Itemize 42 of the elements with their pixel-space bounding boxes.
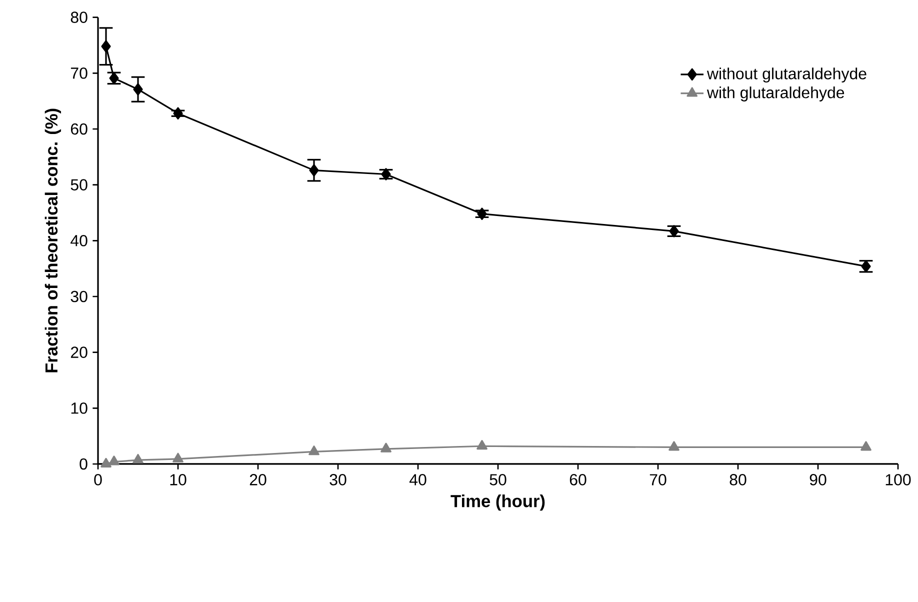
- point: [669, 225, 679, 238]
- point: [132, 454, 144, 464]
- legend-label: without glutaraldehyde: [706, 68, 866, 83]
- y-tick-label: 60: [70, 123, 88, 135]
- point: [100, 458, 112, 468]
- point: [476, 440, 488, 450]
- x-tick-label: 0: [94, 474, 102, 486]
- x-tick-label: 60: [570, 474, 586, 486]
- y-tick-label: 0: [80, 458, 88, 470]
- point: [860, 441, 872, 451]
- point: [108, 456, 120, 466]
- point: [308, 446, 320, 456]
- point: [668, 441, 680, 451]
- point: [109, 72, 119, 84]
- x-tick-label: 100: [886, 474, 911, 486]
- point: [477, 208, 487, 220]
- point: [133, 83, 143, 96]
- y-tick-label: 50: [70, 179, 88, 190]
- x-tick-label: 80: [730, 474, 746, 486]
- point: [172, 452, 184, 462]
- y-tick-label: 30: [70, 290, 88, 302]
- x-tick-label: 10: [170, 474, 186, 486]
- point: [101, 40, 111, 52]
- point: [173, 107, 183, 120]
- x-tick-label: 90: [810, 474, 826, 486]
- x-tick-label: 50: [490, 474, 506, 486]
- y-tick-label: 70: [70, 68, 88, 79]
- x-tick-label: 70: [650, 474, 666, 486]
- point: [381, 168, 391, 180]
- x-tick-label: 30: [330, 474, 346, 486]
- y-tick-label: 10: [71, 402, 88, 414]
- x-tick-label: 20: [250, 474, 266, 486]
- point: [380, 442, 392, 452]
- y-tick-label: 40: [70, 234, 88, 246]
- point: [861, 260, 871, 272]
- y-axis-title: Fraction of theoretical conc. (%): [44, 108, 62, 372]
- y-tick-label: 80: [70, 12, 88, 23]
- legend-label: with glutaraldehyde: [706, 86, 844, 102]
- x-axis-title: Time (hour): [450, 494, 545, 511]
- point: [309, 164, 319, 176]
- x-tick-label: 40: [409, 474, 426, 486]
- y-tick-label: 20: [70, 346, 88, 358]
